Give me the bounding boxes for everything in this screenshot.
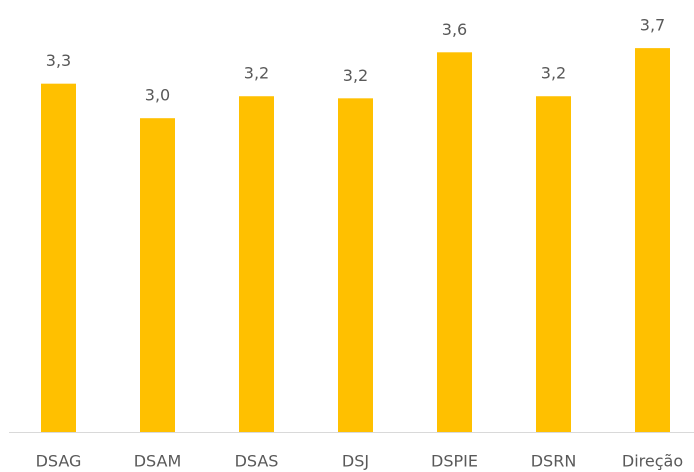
bar [41,83,76,432]
x-tick-label: DSRN [531,452,577,471]
bar [437,52,472,433]
bar [536,96,571,432]
value-label: 3,7 [640,16,665,35]
x-tick-label: DSAG [36,452,82,471]
x-tick-label: DSAS [235,452,279,471]
bar [140,118,175,432]
value-label: 3,2 [244,64,269,83]
value-label: 3,2 [343,66,368,85]
x-tick-label: DSJ [342,452,369,471]
bar [635,48,670,433]
value-label: 3,6 [442,20,467,39]
bar [239,96,274,432]
x-tick-label: Direção [622,452,683,471]
value-label: 3,3 [46,51,71,70]
bar [338,98,373,432]
value-label: 3,0 [145,86,170,105]
x-tick-label: DSAM [134,452,182,471]
x-tick-label: DSPIE [431,452,478,471]
value-label: 3,2 [541,64,566,83]
